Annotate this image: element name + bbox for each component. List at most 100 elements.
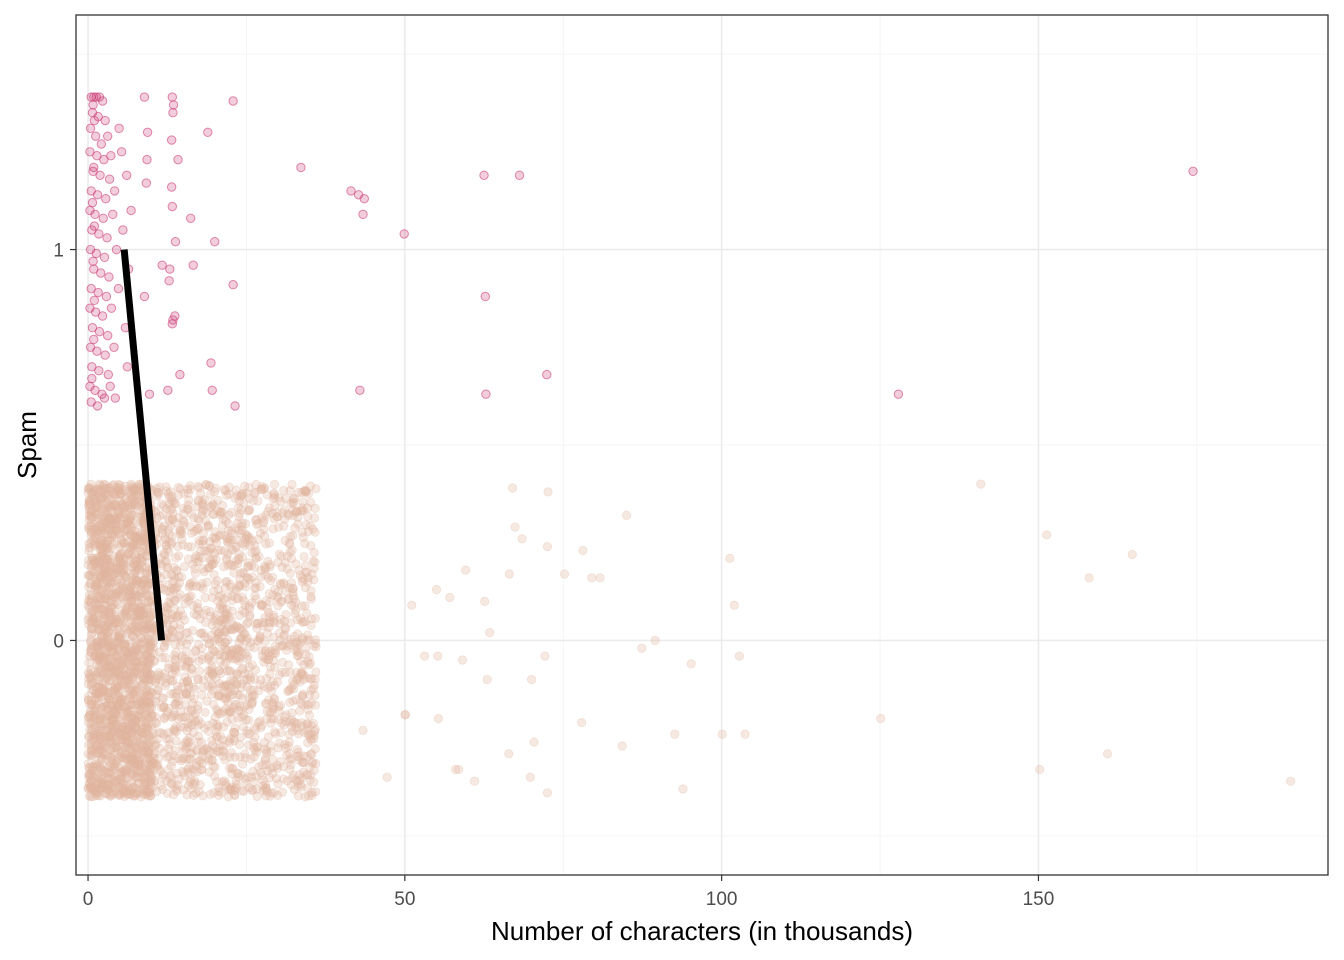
point-not-spam (215, 740, 225, 750)
point-not-spam (250, 674, 260, 684)
point-not-spam (112, 709, 122, 719)
point-not-spam (177, 754, 188, 764)
point-not-spam (257, 645, 267, 655)
point-not-spam (183, 722, 193, 732)
point-not-spam (204, 563, 214, 573)
point-not-spam (231, 485, 241, 495)
point-not-spam (89, 568, 99, 579)
point-not-spam (108, 706, 118, 716)
point-not-spam (105, 675, 116, 686)
point-not-spam (182, 504, 192, 514)
point-not-spam (284, 737, 294, 747)
point-not-spam (280, 668, 290, 678)
point-not-spam (87, 567, 98, 577)
point-not-spam (234, 554, 244, 565)
point-not-spam (650, 635, 660, 646)
point-not-spam (94, 744, 104, 754)
point-not-spam (287, 708, 297, 718)
point-not-spam (140, 651, 151, 661)
point-not-spam (145, 760, 155, 770)
point-not-spam (247, 572, 257, 582)
point-not-spam (88, 486, 98, 497)
point-not-spam (221, 627, 231, 637)
point-not-spam (529, 737, 539, 747)
point-not-spam (106, 603, 116, 613)
point-not-spam (250, 665, 261, 675)
point-not-spam (311, 639, 321, 649)
point-spam (481, 389, 491, 399)
point-not-spam (97, 518, 107, 528)
point-not-spam (105, 687, 115, 697)
point-not-spam (288, 676, 298, 686)
point-not-spam (163, 564, 173, 574)
point-not-spam (166, 487, 176, 497)
point-not-spam (154, 753, 164, 763)
point-not-spam (293, 629, 303, 639)
point-not-spam (91, 744, 101, 754)
point-not-spam (130, 680, 140, 690)
point-not-spam (286, 780, 296, 790)
point-not-spam (110, 514, 121, 524)
point-not-spam (103, 619, 114, 629)
point-not-spam (136, 639, 147, 650)
point-not-spam (253, 496, 263, 506)
point-not-spam (159, 702, 169, 712)
point-not-spam (97, 781, 107, 792)
point-not-spam (131, 640, 141, 650)
point-not-spam (101, 700, 112, 710)
point-not-spam (198, 584, 208, 594)
point-not-spam (111, 499, 121, 510)
point-not-spam (241, 532, 252, 542)
point-not-spam (175, 707, 186, 717)
point-not-spam (88, 615, 98, 625)
point-not-spam (119, 702, 129, 712)
point-not-spam (104, 737, 114, 747)
point-not-spam (138, 613, 148, 623)
point-not-spam (109, 599, 119, 610)
point-not-spam (145, 618, 155, 628)
point-spam (94, 229, 104, 239)
point-not-spam (141, 728, 151, 738)
point-not-spam (202, 546, 212, 556)
point-not-spam (145, 764, 155, 774)
point-not-spam (175, 624, 185, 634)
point-not-spam (105, 766, 115, 777)
point-not-spam (141, 582, 152, 593)
point-not-spam (228, 727, 238, 738)
point-not-spam (181, 662, 191, 672)
point-not-spam (213, 495, 223, 505)
point-not-spam (98, 554, 109, 564)
point-not-spam (299, 575, 309, 585)
point-not-spam (96, 765, 106, 775)
point-not-spam (301, 649, 311, 659)
point-not-spam (133, 576, 143, 586)
point-not-spam (290, 609, 300, 619)
point-not-spam (116, 724, 126, 734)
point-not-spam (160, 534, 170, 545)
point-not-spam (84, 763, 94, 773)
point-not-spam (145, 586, 155, 597)
point-not-spam (170, 498, 180, 508)
point-not-spam (288, 684, 299, 694)
point-not-spam (116, 578, 126, 589)
point-not-spam (115, 790, 125, 800)
point-not-spam (559, 569, 570, 579)
point-not-spam (106, 590, 116, 600)
point-not-spam (279, 485, 289, 496)
point-not-spam (91, 558, 101, 568)
point-not-spam (101, 593, 111, 604)
point-not-spam (207, 755, 217, 765)
point-not-spam (237, 567, 248, 578)
point-not-spam (89, 537, 100, 547)
point-not-spam (131, 759, 141, 769)
point-not-spam (101, 540, 111, 550)
point-not-spam (116, 632, 127, 642)
point-not-spam (175, 529, 185, 539)
point-not-spam (298, 669, 308, 680)
point-not-spam (204, 651, 215, 661)
point-not-spam (266, 708, 276, 718)
point-spam (100, 115, 110, 126)
point-not-spam (131, 566, 141, 576)
point-not-spam (135, 676, 145, 686)
point-not-spam (280, 739, 290, 750)
